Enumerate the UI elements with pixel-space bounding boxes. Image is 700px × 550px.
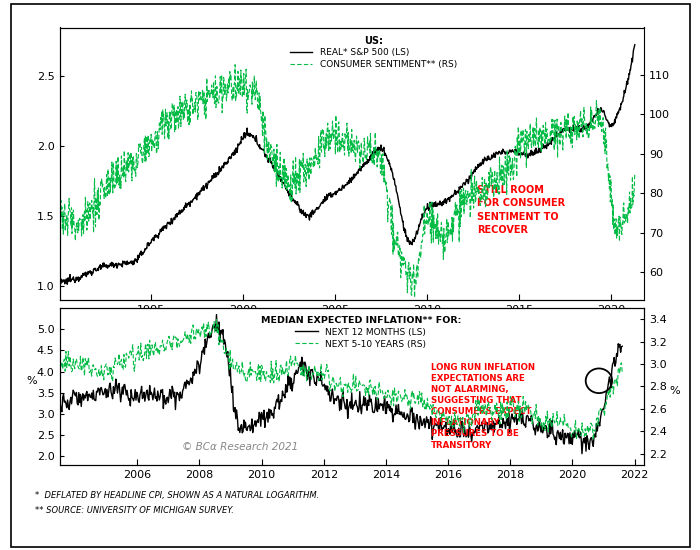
Text: ** SOURCE: UNIVERSITY OF MICHIGAN SURVEY.: ** SOURCE: UNIVERSITY OF MICHIGAN SURVEY… xyxy=(35,505,234,515)
Text: © BCα Research 2021: © BCα Research 2021 xyxy=(182,442,298,452)
Y-axis label: %: % xyxy=(670,386,680,397)
Y-axis label: %: % xyxy=(26,376,36,386)
Text: LONG RUN INFLATION
EXPECTATIONS ARE
NOT ALARMING,
SUGGESTING THAT
CONSUMERS EXPE: LONG RUN INFLATION EXPECTATIONS ARE NOT … xyxy=(430,363,535,449)
Text: *  DEFLATED BY HEADLINE CPI, SHOWN AS A NATURAL LOGARITHM.: * DEFLATED BY HEADLINE CPI, SHOWN AS A N… xyxy=(35,491,319,500)
Legend: NEXT 12 MONTHS (LS), NEXT 5-10 YEARS (RS): NEXT 12 MONTHS (LS), NEXT 5-10 YEARS (RS… xyxy=(257,312,465,353)
Legend: REAL* S&P 500 (LS), CONSUMER SENTIMENT** (RS): REAL* S&P 500 (LS), CONSUMER SENTIMENT**… xyxy=(286,32,461,73)
Text: STILL ROOM
FOR CONSUMER
SENTIMENT TO
RECOVER: STILL ROOM FOR CONSUMER SENTIMENT TO REC… xyxy=(477,185,566,235)
